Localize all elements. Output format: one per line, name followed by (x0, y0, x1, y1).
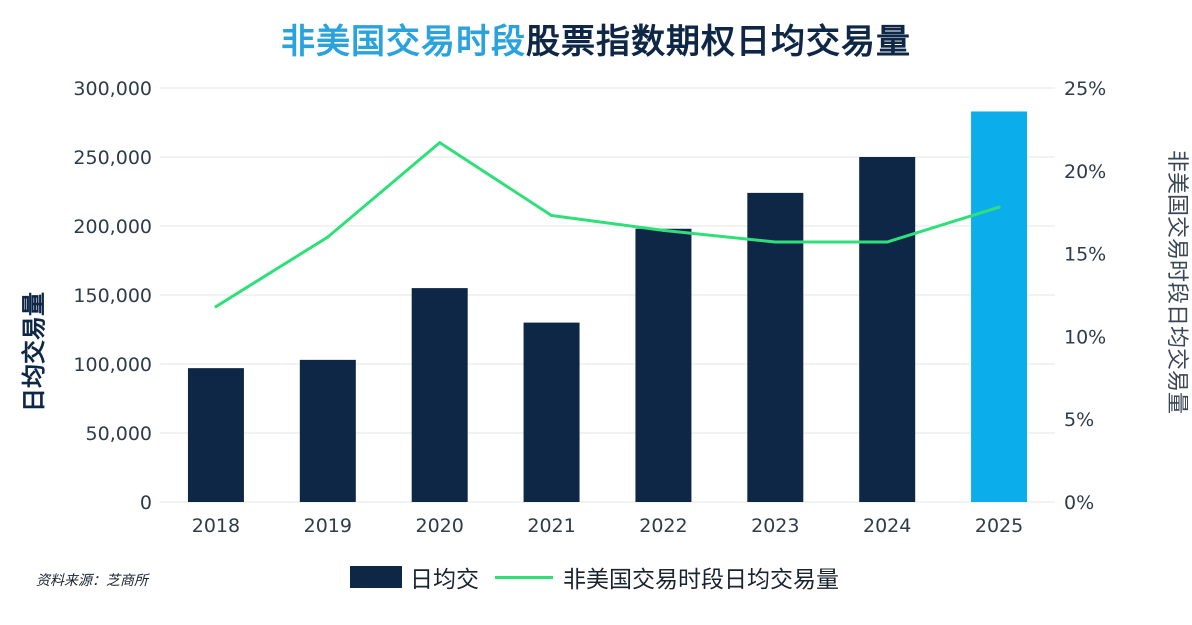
legend: 日均交 非美国交易时段日均交易量 (350, 560, 855, 594)
x-tick-label: 2025 (975, 515, 1023, 537)
legend-swatch-line (495, 575, 553, 579)
line-path (215, 141, 1000, 308)
x-tick-label: 2020 (416, 515, 464, 537)
line-point-2021 (550, 214, 554, 218)
bars (187, 111, 1028, 503)
legend-item-line: 非美国交易时段日均交易量 (495, 560, 839, 594)
left-tick-label: 250,000 (73, 147, 152, 169)
line-point-2019 (326, 235, 330, 239)
line-point-2020 (438, 141, 442, 145)
chart-title-rest: 股票指数期权日均交易量 (526, 22, 911, 62)
bar-2018 (187, 368, 244, 502)
x-tick-label: 2021 (527, 515, 575, 537)
left-tick-label: 300,000 (73, 78, 152, 100)
bar-2025 (971, 111, 1028, 503)
line-point-2018 (214, 305, 218, 309)
legend-label-line: 非美国交易时段日均交易量 (563, 567, 839, 593)
left-tick-label: 200,000 (73, 216, 152, 238)
legend-swatch-bar (350, 566, 402, 588)
right-axis-ticks: 0% 5% 10% 15% 20% 25% (1064, 78, 1106, 514)
x-tick-label: 2022 (639, 515, 687, 537)
bar-2022 (635, 228, 692, 502)
right-tick-label: 15% (1064, 244, 1106, 266)
line-point-2022 (661, 228, 665, 232)
right-tick-label: 20% (1064, 161, 1106, 183)
legend-label-bar: 日均交 (410, 567, 479, 593)
line-point-2025 (997, 205, 1001, 209)
line-point-2023 (773, 240, 777, 244)
x-tick-label: 2023 (751, 515, 799, 537)
line-series (214, 141, 1001, 309)
chart-title-highlight: 非美国交易时段 (281, 22, 526, 62)
left-tick-label: 150,000 (73, 285, 152, 307)
bar-2020 (411, 288, 468, 502)
x-tick-label: 2024 (863, 515, 911, 537)
gridlines (160, 87, 1055, 503)
right-axis-title: 非美国交易时段日均交易量 (1164, 150, 1189, 414)
bar-2023 (747, 192, 804, 502)
source-note: 资料来源：芝商所 (36, 573, 148, 589)
bar-2021 (523, 322, 580, 502)
bar-2019 (299, 359, 356, 502)
left-axis-title: 日均交易量 (19, 292, 48, 412)
x-axis-ticks: 2018 2019 2020 2021 2022 2023 2024 2025 (192, 515, 1023, 537)
chart-title: 非美国交易时段股票指数期权日均交易量 (0, 14, 1192, 63)
legend-item-bar: 日均交 (350, 560, 479, 594)
right-tick-label: 25% (1064, 78, 1106, 100)
right-tick-label: 0% (1064, 492, 1094, 514)
left-tick-label: 0 (140, 492, 152, 514)
right-tick-label: 10% (1064, 326, 1106, 348)
left-axis-ticks: 0 50,000 100,000 150,000 200,000 250,000 300,0… (73, 78, 152, 514)
x-tick-label: 2019 (304, 515, 352, 537)
x-tick-label: 2018 (192, 515, 240, 537)
left-tick-label: 100,000 (73, 354, 152, 376)
right-tick-label: 5% (1064, 409, 1094, 431)
left-tick-label: 50,000 (86, 423, 152, 445)
line-point-2024 (885, 240, 889, 244)
bar-2024 (859, 157, 916, 502)
